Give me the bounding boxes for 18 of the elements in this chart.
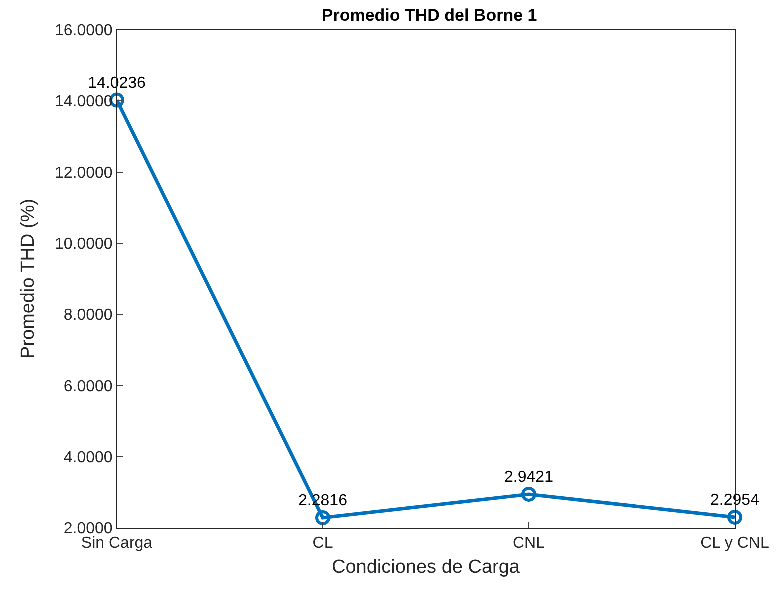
y-tick-label: 14.0000: [54, 94, 113, 111]
y-tick-label: 8.0000: [64, 307, 113, 324]
x-tick-label: CL y CNL: [700, 535, 770, 552]
y-tick-label: 16.0000: [54, 22, 113, 40]
data-label: 2.9421: [504, 468, 554, 486]
x-axis-title: Condiciones de Carga: [332, 557, 520, 578]
chart-title: Promedio THD del Borne 1: [322, 6, 538, 25]
x-tick-label: Sin Carga: [81, 535, 153, 552]
point: [728, 510, 742, 525]
y-tick-label: 6.0000: [64, 378, 113, 396]
y-axis-title: Promedio THD (%): [18, 198, 39, 360]
y-tick-label: 12.0000: [54, 164, 113, 182]
x-tick-label: CL: [312, 535, 334, 552]
point: [522, 486, 536, 502]
point: [316, 510, 330, 526]
x-tick-label: CNL: [512, 535, 546, 552]
y-tick-label: 4.0000: [64, 449, 113, 466]
y-tick-label: 10.0000: [54, 236, 113, 254]
